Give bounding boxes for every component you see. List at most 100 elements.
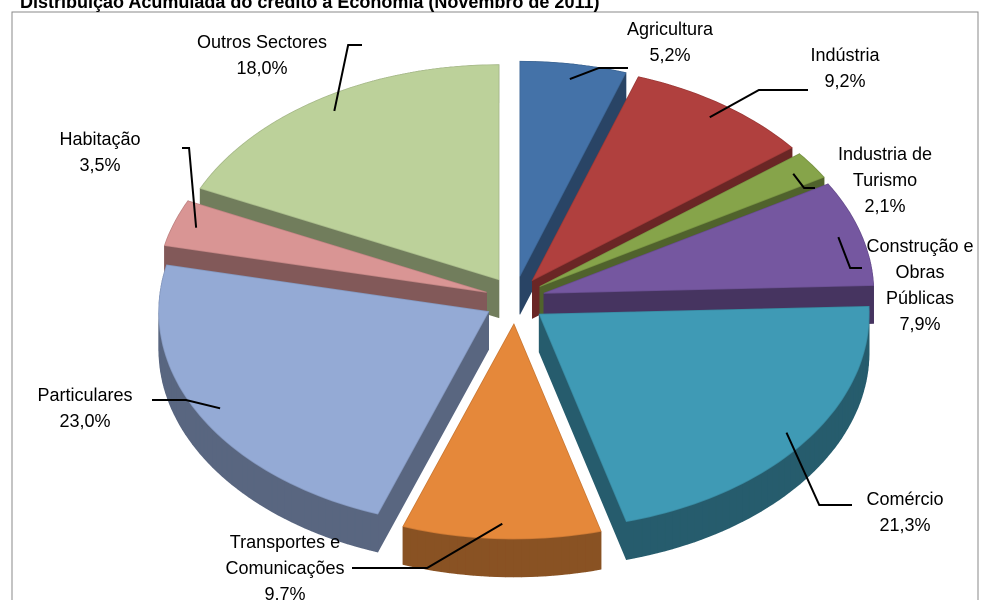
category-label: Habitação — [59, 129, 141, 149]
value-label: 18,0% — [236, 58, 288, 78]
slice-side — [457, 535, 466, 575]
slice-side — [173, 376, 177, 420]
slice — [158, 264, 490, 515]
slice-side — [701, 498, 710, 540]
slice-side — [176, 381, 180, 425]
slice-side — [664, 510, 673, 552]
slice-side — [265, 469, 273, 513]
value-label: 9,2% — [824, 71, 866, 91]
slice-side — [838, 399, 843, 444]
slice — [199, 64, 500, 281]
slice-side — [694, 500, 703, 543]
slice-side — [188, 400, 193, 446]
slice-side — [687, 503, 695, 545]
slice-side — [304, 489, 312, 532]
chart-border — [11, 11, 979, 600]
slice-side — [649, 514, 658, 556]
slice-side — [657, 512, 666, 554]
data-label: Transportes e Comunicações 9,7% — [185, 529, 385, 600]
value-label: 9,7% — [264, 584, 306, 600]
slice-side — [626, 519, 635, 560]
slice-side — [822, 418, 828, 463]
leader-line — [792, 173, 815, 189]
slice-side — [834, 403, 839, 449]
category-label: Agricultura — [626, 19, 714, 39]
slice-side — [410, 527, 419, 569]
slice-side — [778, 457, 785, 501]
slice-side — [633, 518, 643, 559]
leader-line — [333, 44, 362, 112]
slice-side — [203, 419, 209, 464]
slice-side — [767, 465, 774, 509]
slice-side — [545, 537, 554, 577]
slice-side — [553, 536, 562, 576]
category-label: Transportes e Comunicações — [225, 532, 345, 578]
slice-side — [216, 433, 223, 477]
slice-side — [521, 538, 530, 578]
leader-line — [152, 399, 221, 410]
slice-side — [708, 495, 717, 538]
slice-side — [171, 370, 175, 415]
chart-title: Distribuição Acumulada do crédito à Econ… — [20, 0, 600, 12]
slice-side — [199, 414, 205, 459]
slice-side — [742, 479, 750, 522]
slice — [539, 153, 825, 287]
slice-side — [529, 538, 538, 578]
data-label: Indústria 9,2% — [775, 42, 915, 94]
slice-side — [433, 532, 442, 573]
slice-side — [855, 369, 859, 414]
category-label: Outros Sectores — [196, 32, 328, 52]
slice-side — [195, 409, 201, 455]
slice-side — [247, 458, 255, 502]
data-label: Particulares 23,0% — [10, 382, 160, 434]
slice-side — [818, 422, 824, 468]
slice-side — [729, 486, 737, 529]
slice-side — [735, 483, 743, 526]
slice-side — [221, 437, 228, 482]
value-label: 3,5% — [79, 155, 121, 175]
slice — [543, 183, 875, 294]
slice-side — [748, 476, 756, 519]
slice-side — [290, 483, 299, 526]
leader-line — [837, 236, 862, 269]
slice-side — [192, 405, 197, 450]
value-label: 23,0% — [59, 411, 111, 431]
leader-line — [182, 147, 198, 228]
slice-side — [715, 492, 723, 535]
slice-side — [585, 532, 594, 573]
slice — [531, 76, 793, 282]
slice-side — [814, 427, 820, 472]
slice-side — [679, 505, 688, 548]
slice-side — [231, 446, 238, 490]
slice — [519, 60, 627, 277]
data-label: Habitação 3,5% — [30, 126, 170, 178]
leader-line — [352, 522, 503, 569]
slice-side — [561, 535, 570, 576]
slice-side — [481, 537, 490, 577]
leader-line — [785, 432, 852, 506]
slice-side — [259, 465, 267, 509]
slice-side — [754, 472, 762, 516]
slice-side — [226, 441, 233, 486]
slice-side — [277, 476, 285, 519]
value-label: 7,9% — [899, 314, 941, 334]
slice-side — [489, 538, 498, 578]
slice-side — [847, 383, 851, 430]
slice-side — [242, 454, 249, 498]
slice-side — [212, 428, 218, 473]
slice-side — [850, 379, 854, 424]
slice-side — [761, 468, 768, 512]
data-label: Industria de Turismo 2,1% — [815, 141, 955, 219]
slice-side — [592, 530, 602, 572]
slice-side — [722, 489, 730, 532]
slice-side — [284, 480, 292, 523]
slice-side — [253, 462, 261, 505]
slice-side — [641, 516, 651, 557]
slice-side — [784, 453, 791, 497]
value-label: 21,3% — [879, 515, 931, 535]
slice-side — [185, 395, 190, 441]
slice-side — [179, 385, 183, 431]
slice-side — [569, 534, 578, 575]
data-label: Construção e Obras Públicas 7,9% — [865, 233, 975, 337]
